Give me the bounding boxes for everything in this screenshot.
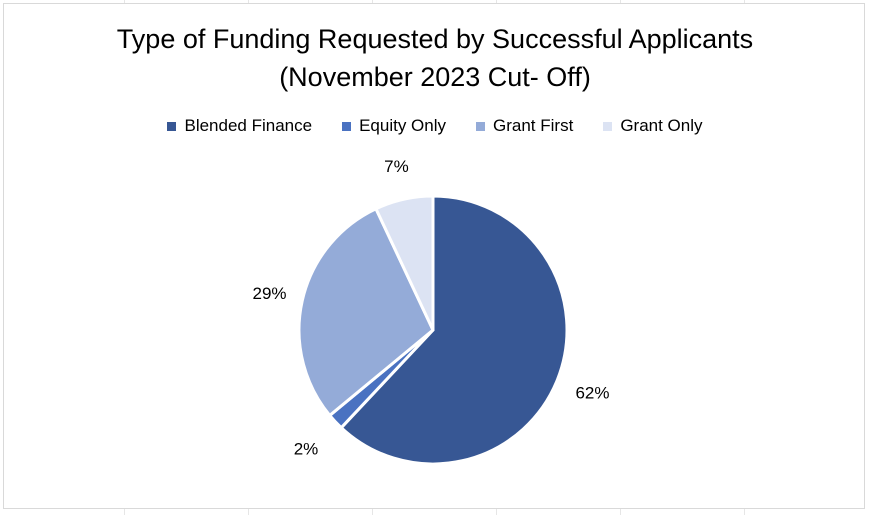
legend-label-grant-only: Grant Only: [620, 116, 703, 135]
legend-item-equity-only: Equity Only: [342, 116, 446, 136]
data-label-grant-first: 29%: [253, 284, 287, 303]
data-label-equity-only: 2%: [294, 440, 319, 459]
legend-swatch-grant-first: [476, 121, 486, 131]
legend-swatch-grant-only: [603, 121, 613, 131]
legend-swatch-equity-only: [342, 121, 352, 131]
chart-title-line-1: Type of Funding Requested by Successful …: [116, 24, 754, 54]
chart-title-line-2: (November 2023 Cut- Off): [279, 62, 591, 92]
pie-slice-grant-only[interactable]: [374, 194, 435, 332]
legend-item-grant-only: Grant Only: [603, 116, 703, 136]
data-label-blended-finance: 62%: [575, 384, 609, 403]
legend-label-blended-finance: Blended Finance: [184, 116, 313, 135]
chart-title: Type of Funding Requested by Successful …: [0, 20, 870, 96]
chart-legend: Blended Finance Equity Only Grant First …: [0, 116, 870, 136]
pie-slice-blended-finance[interactable]: [339, 194, 569, 466]
legend-label-grant-first: Grant First: [493, 116, 574, 135]
legend-item-blended-finance: Blended Finance: [167, 116, 312, 136]
legend-label-equity-only: Equity Only: [359, 116, 447, 135]
data-label-grant-only: 7%: [384, 157, 409, 176]
legend-swatch-blended-finance: [167, 121, 177, 131]
legend-item-grant-first: Grant First: [476, 116, 573, 136]
